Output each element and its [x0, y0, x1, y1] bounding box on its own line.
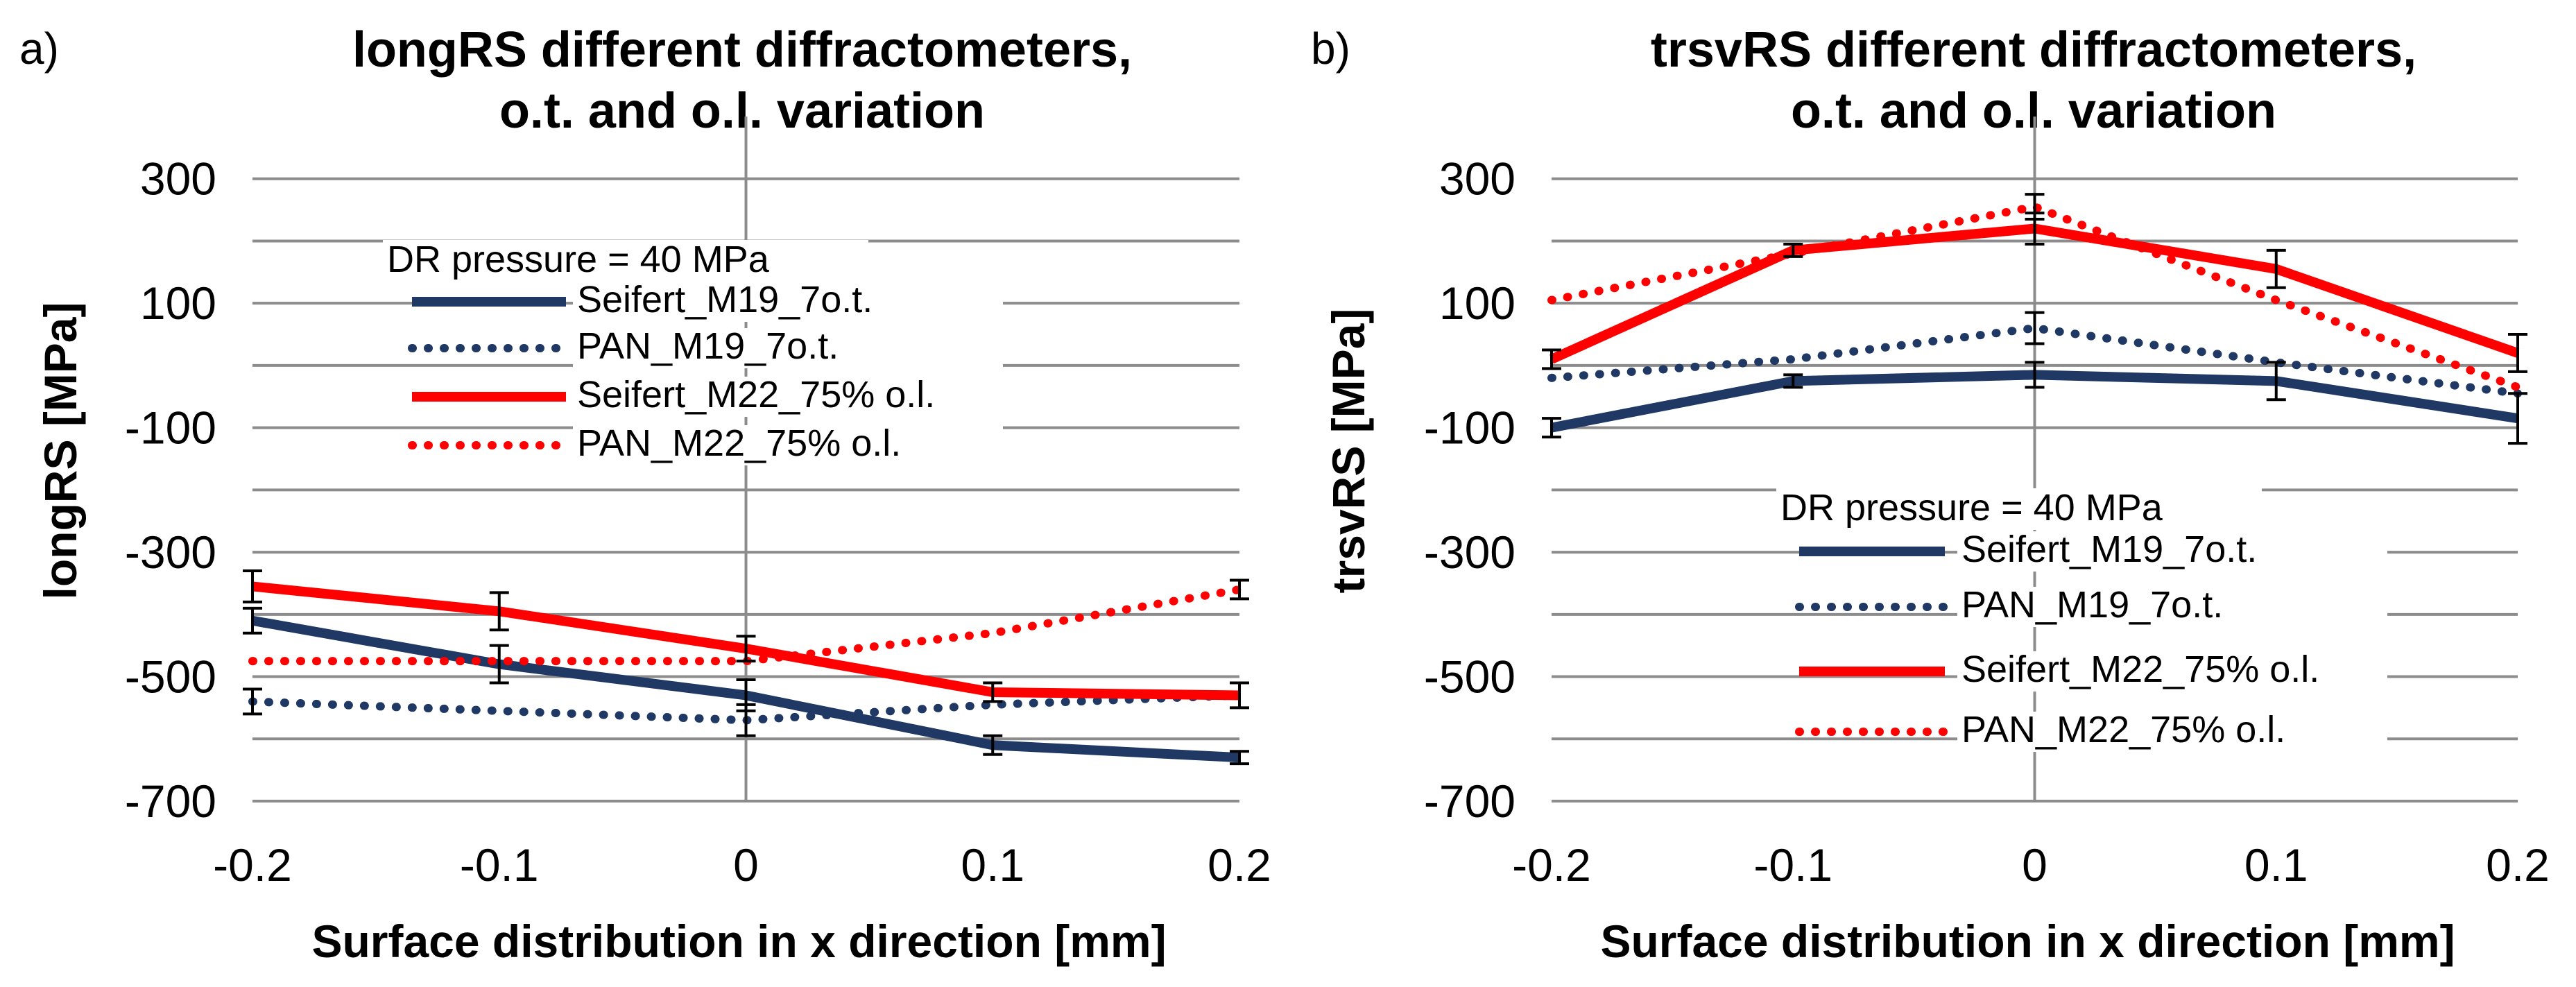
data-point-s3: [248, 656, 257, 666]
y-tick-label: -100: [1424, 402, 1515, 454]
chart-panel-b: b) trsvRS different diffractometers,o.t. …: [1311, 22, 2550, 967]
legend-item-3: PAN_M22_75% o.l.: [577, 422, 901, 464]
legend-item-0: Seifert_M19_7o.t.: [577, 279, 873, 320]
data-point-s3: [2272, 295, 2281, 305]
y-tick-label: 100: [140, 277, 216, 329]
y-tick-label: 300: [140, 153, 216, 205]
legend-item-1: PAN_M19_7o.t.: [1961, 584, 2223, 626]
data-point-s1: [495, 706, 504, 716]
y-tick-label: -100: [125, 402, 216, 454]
x-axis-label: Surface distribution in x direction [mm]: [311, 916, 1166, 967]
legend-bg: [573, 377, 1003, 417]
data-point-s3: [1547, 295, 1556, 305]
data-point-s3: [741, 656, 751, 666]
legend-item-2: Seifert_M22_75% o.l.: [1961, 649, 2319, 690]
x-tick-label: 0: [2022, 839, 2047, 891]
x-tick-label: 0: [733, 839, 759, 891]
data-point-s3: [2513, 382, 2523, 392]
y-tick-label: -700: [1424, 775, 1515, 827]
legend-bg: [1957, 587, 2387, 627]
legend-title: DR pressure = 40 MPa: [387, 239, 770, 280]
legend: Seifert_M19_7o.t. PAN_M19_7o.t. Seifert_M2…: [1776, 487, 2387, 752]
y-tick-label: -700: [125, 775, 216, 827]
x-axis-label: Surface distribution in x direction [mm]: [1600, 916, 2455, 967]
legend-bg: [573, 425, 1003, 465]
x-tick-label: -0.2: [1512, 839, 1591, 891]
y-tick-label: 300: [1439, 153, 1515, 205]
legend-title-bg: [1776, 488, 2262, 530]
y-tick-label: 100: [1439, 277, 1515, 329]
legend-bg: [573, 328, 1003, 368]
chart-panel-a: a) longRS different diffractometers,o.t. …: [19, 22, 1271, 967]
x-tick-label: -0.1: [1753, 839, 1832, 891]
x-tick-label: 0.1: [2244, 839, 2308, 891]
legend-item-0: Seifert_M19_7o.t.: [1961, 529, 2257, 570]
legend-bg: [1957, 531, 2387, 572]
x-tick-label: -0.1: [460, 839, 539, 891]
panel-label: b): [1311, 24, 1350, 74]
y-tick-label: -500: [1424, 651, 1515, 703]
y-axis-label: trsvRS [MPa]: [1323, 309, 1374, 594]
x-tick-label: 0.2: [1208, 839, 1271, 891]
y-tick-label: -300: [125, 526, 216, 578]
chart-title-line-2: o.t. and o.l. variation: [499, 83, 985, 139]
legend-item-3: PAN_M22_75% o.l.: [1961, 709, 2285, 750]
data-point-s1: [1788, 354, 1798, 364]
data-point-s3: [1788, 248, 1798, 258]
chart-title-line-1: trsvRS different diffractometers,: [1651, 22, 2416, 78]
legend: Seifert_M19_7o.t. PAN_M19_7o.t. Seifert_M2…: [383, 239, 1003, 465]
chart-title-line-1: longRS different diffractometers,: [352, 22, 1132, 78]
data-point-s3: [988, 628, 997, 638]
x-tick-label: -0.2: [213, 839, 292, 891]
legend-title: DR pressure = 40 MPa: [1780, 487, 2163, 529]
x-tick-label: 0.2: [2486, 839, 2550, 891]
data-point-s3: [495, 656, 504, 666]
panel-label: a): [19, 24, 59, 74]
series-line-1: [1547, 324, 2522, 398]
y-axis-label: longRS [MPa]: [35, 302, 86, 600]
legend-item-2: Seifert_M22_75% o.l.: [577, 374, 935, 415]
y-tick-label: -300: [1424, 526, 1515, 578]
legend-item-1: PAN_M19_7o.t.: [577, 325, 839, 367]
data-point-s1: [2272, 357, 2281, 367]
legend-title-bg: [383, 240, 868, 282]
legend-bg: [573, 282, 1003, 322]
data-point-s1: [1547, 373, 1556, 383]
y-tick-label: -500: [125, 651, 216, 703]
legend-bg: [1957, 651, 2387, 692]
x-tick-label: 0.1: [961, 839, 1024, 891]
legend-bg: [1957, 712, 2387, 752]
